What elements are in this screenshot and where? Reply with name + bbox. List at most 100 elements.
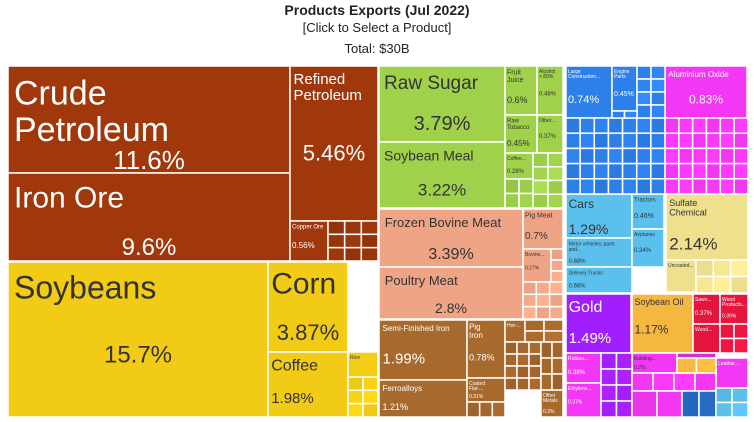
treemap-cell-metals[interactable] bbox=[504, 365, 518, 379]
treemap-cell-chemical-products[interactable] bbox=[705, 132, 722, 150]
treemap-cell-machines[interactable] bbox=[650, 65, 666, 80]
treemap-cell-chemical-products[interactable] bbox=[694, 372, 717, 392]
treemap-cell-machines[interactable] bbox=[621, 178, 638, 195]
treemap-cell-chemical-products[interactable] bbox=[705, 162, 722, 180]
treemap-cell-transportation[interactable] bbox=[731, 401, 749, 418]
treemap-cell-paper-goods[interactable] bbox=[729, 259, 749, 278]
treemap-cell-chemical-products[interactable] bbox=[678, 117, 694, 134]
treemap-cell-mineral-products[interactable] bbox=[360, 233, 379, 249]
treemap-cell-transportation[interactable] bbox=[715, 401, 733, 418]
treemap-cell-machines[interactable] bbox=[635, 132, 652, 150]
treemap-cell-paper-goods[interactable] bbox=[712, 259, 732, 278]
treemap-cell-machines[interactable] bbox=[579, 178, 596, 195]
treemap-cell-machines[interactable] bbox=[635, 147, 652, 165]
treemap-cell-chemical-products[interactable] bbox=[733, 162, 749, 180]
tile-soybeans[interactable] bbox=[7, 261, 269, 418]
treemap-cell-chemical-products[interactable] bbox=[691, 117, 708, 134]
treemap-cell-machines[interactable] bbox=[593, 162, 610, 180]
treemap-cell-metals[interactable] bbox=[540, 373, 553, 391]
treemap-cell-foodstuffs[interactable] bbox=[504, 178, 520, 195]
treemap-cell-precious-metals[interactable] bbox=[615, 368, 633, 386]
treemap-cell-animal-products[interactable] bbox=[535, 305, 551, 320]
treemap-cell-animal-products[interactable] bbox=[522, 281, 538, 296]
treemap-cell-wood-products[interactable] bbox=[733, 337, 749, 354]
treemap-cell-machines[interactable] bbox=[579, 117, 596, 134]
tile-airplanes[interactable] bbox=[631, 228, 665, 268]
treemap-cell-machines[interactable] bbox=[650, 162, 666, 180]
treemap-cell-chemical-products[interactable] bbox=[691, 147, 708, 165]
treemap-cell-machines[interactable] bbox=[698, 390, 717, 418]
treemap-cell-machines[interactable] bbox=[593, 117, 610, 134]
treemap-cell-machines[interactable] bbox=[607, 162, 624, 180]
treemap-cell-paper-goods[interactable] bbox=[695, 275, 715, 294]
treemap-cell-wood-products[interactable] bbox=[719, 323, 735, 340]
treemap-cell-vegetable-products[interactable] bbox=[347, 402, 364, 418]
treemap-cell-machines[interactable] bbox=[607, 132, 624, 150]
tile-leather[interactable] bbox=[715, 357, 749, 389]
treemap-cell-chemical-products[interactable] bbox=[705, 178, 722, 195]
tile-engine-parts[interactable] bbox=[611, 65, 638, 112]
treemap-cell-chemical-products[interactable] bbox=[691, 162, 708, 180]
tile-refined-petroleum[interactable] bbox=[289, 65, 379, 222]
treemap-cell-precious-metals[interactable] bbox=[600, 384, 618, 402]
treemap-cell-foodstuffs[interactable] bbox=[532, 179, 549, 195]
treemap-cell-metals[interactable] bbox=[528, 341, 542, 355]
treemap-cell-paper-goods[interactable] bbox=[712, 275, 732, 294]
treemap-cell-foodstuffs[interactable] bbox=[547, 166, 564, 182]
treemap-cell-chemical-products[interactable] bbox=[719, 132, 735, 150]
tile-frozen-bovine-meat[interactable] bbox=[378, 208, 524, 268]
treemap-cell-chemical-products[interactable] bbox=[691, 132, 708, 150]
treemap-cell-metals[interactable] bbox=[504, 377, 518, 391]
tile-sulfate-chemical-woodpulp[interactable] bbox=[665, 193, 749, 261]
treemap-cell-mineral-products[interactable] bbox=[343, 233, 363, 249]
treemap-cell-metals[interactable] bbox=[543, 319, 564, 332]
treemap-cell-chemical-products[interactable] bbox=[733, 132, 749, 150]
treemap-cell-machines[interactable] bbox=[621, 147, 638, 165]
tile-poultry-meat[interactable] bbox=[378, 266, 524, 320]
treemap-cell-chemical-products[interactable] bbox=[664, 162, 680, 180]
treemap-cell-chemical-products[interactable] bbox=[719, 162, 735, 180]
treemap-cell-machines[interactable] bbox=[650, 91, 666, 106]
chart-subtitle[interactable]: [Click to Select a Product] bbox=[302, 20, 452, 35]
treemap-cell-metals[interactable] bbox=[551, 373, 564, 391]
treemap-cell-metals[interactable] bbox=[524, 330, 545, 343]
tile-corn[interactable] bbox=[267, 261, 349, 353]
treemap-cell-metals[interactable] bbox=[478, 401, 494, 418]
tile-wood-products[interactable] bbox=[719, 293, 749, 325]
treemap-cell-machines[interactable] bbox=[579, 162, 596, 180]
treemap-cell-vegetable-products[interactable] bbox=[362, 389, 379, 405]
treemap-cell-vegetable-products[interactable] bbox=[347, 389, 364, 405]
treemap-cell-machines[interactable] bbox=[635, 162, 652, 180]
treemap-cell-metals[interactable] bbox=[528, 377, 542, 391]
treemap-cell-animal-products[interactable] bbox=[550, 259, 564, 272]
treemap-cell-foodstuffs[interactable] bbox=[547, 193, 564, 209]
treemap-cell-machines[interactable] bbox=[636, 65, 652, 80]
tile-tractors[interactable] bbox=[631, 193, 665, 230]
treemap-cell-machines[interactable] bbox=[565, 117, 581, 134]
treemap-cell-machines[interactable] bbox=[636, 78, 652, 93]
treemap-cell-foodstuffs[interactable] bbox=[532, 152, 549, 168]
treemap-cell-animal-products[interactable] bbox=[522, 293, 538, 308]
treemap-cell-chemical-products[interactable] bbox=[631, 390, 658, 418]
tile-uncoated[interactable] bbox=[665, 259, 697, 293]
treemap-cell-chemical-products[interactable] bbox=[705, 117, 722, 134]
treemap-cell-chemical-products[interactable] bbox=[652, 372, 675, 392]
treemap-cell-animal-products[interactable] bbox=[548, 293, 564, 308]
treemap-cell-animal-products[interactable] bbox=[550, 248, 564, 261]
treemap-cell-precious-metals[interactable] bbox=[600, 400, 618, 418]
treemap-cell-mineral-products[interactable] bbox=[360, 220, 379, 236]
treemap-cell-chemical-products[interactable] bbox=[678, 178, 694, 195]
treemap-cell-foodstuffs[interactable] bbox=[532, 193, 549, 209]
treemap-cell-chemical-products[interactable] bbox=[631, 372, 654, 392]
treemap-cell-mineral-products[interactable] bbox=[360, 246, 379, 262]
treemap-cell-machines[interactable] bbox=[650, 132, 666, 150]
treemap-cell-machines[interactable] bbox=[593, 147, 610, 165]
treemap-cell-vegetable-products[interactable] bbox=[347, 376, 364, 392]
treemap-cell-chemical-products[interactable] bbox=[733, 178, 749, 195]
treemap-cell-metals[interactable] bbox=[528, 365, 542, 379]
tile-delivery-trucks[interactable] bbox=[565, 266, 633, 294]
treemap-cell-metals[interactable] bbox=[540, 357, 553, 375]
treemap-cell-chemical-products[interactable] bbox=[664, 147, 680, 165]
treemap-cell-machines[interactable] bbox=[593, 178, 610, 195]
